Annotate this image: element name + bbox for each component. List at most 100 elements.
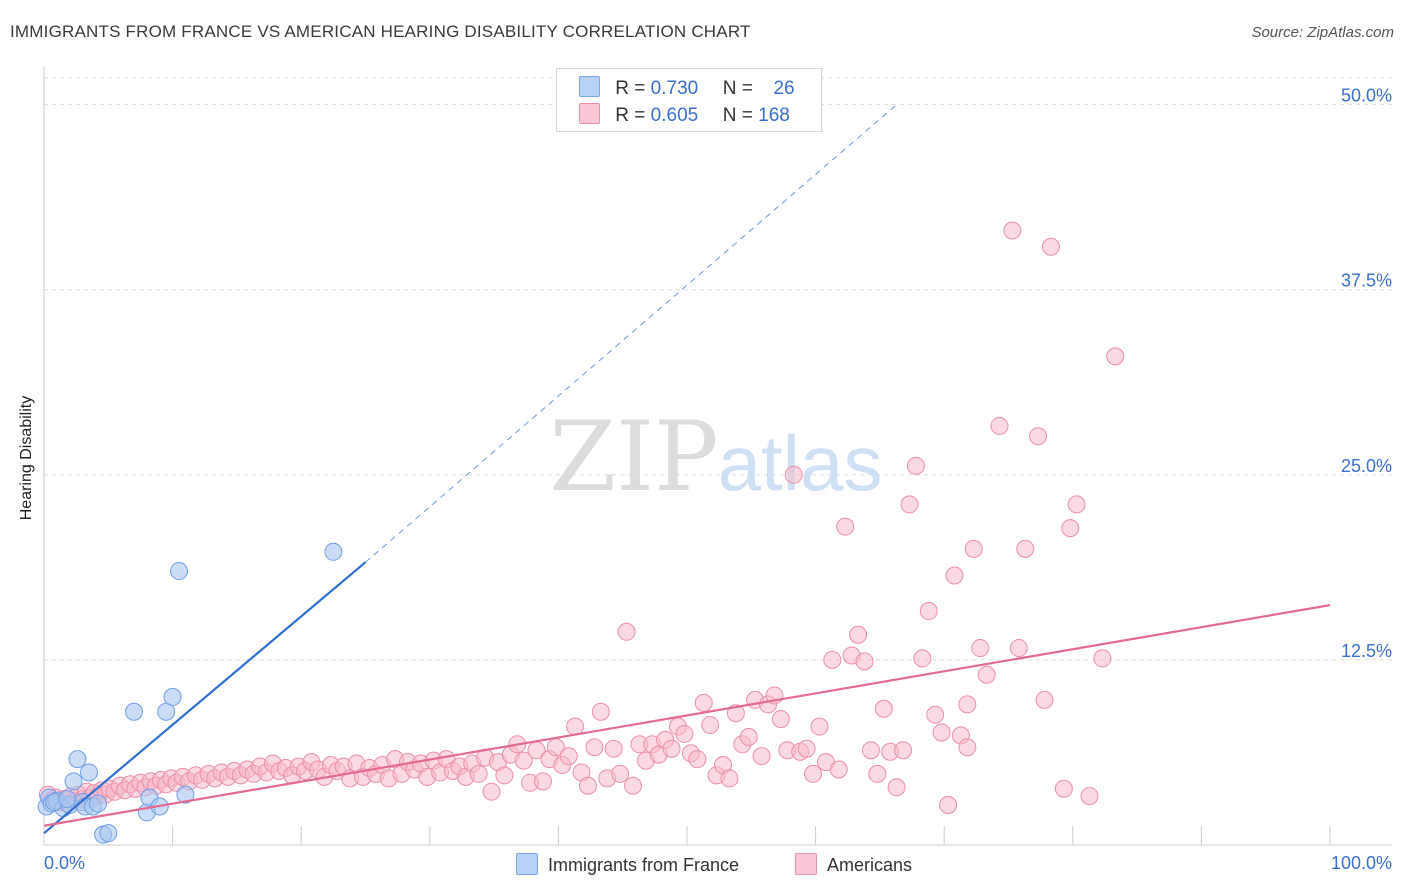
americans-point (849, 625, 868, 644)
r-value-france: 0.730 (650, 78, 699, 99)
blue-swatch (516, 853, 538, 875)
americans-point (495, 766, 514, 785)
x-tick-label: 100.0% (1331, 853, 1392, 873)
americans-point (1054, 779, 1073, 798)
americans-point (514, 751, 533, 770)
france-point (157, 702, 176, 721)
americans-point (720, 769, 739, 788)
americans-points (38, 221, 1125, 815)
axes (43, 66, 1392, 846)
americans-point (688, 750, 707, 769)
americans-point (675, 724, 694, 743)
americans-point (906, 456, 925, 475)
americans-point (739, 727, 758, 746)
france-point (58, 790, 77, 809)
americans-point (829, 760, 848, 779)
series-legend: Immigrants from France Americans (0, 853, 1406, 879)
americans-point (861, 741, 880, 760)
correlation-legend: R = 0.730 N = 26 R = 0.605 N = 168 (556, 68, 822, 132)
r-value-americans: 0.605 (650, 105, 699, 126)
americans-point (977, 665, 996, 684)
americans-point (887, 778, 906, 797)
blue-swatch (579, 76, 600, 97)
r-label: R = (615, 105, 646, 126)
americans-point (874, 699, 893, 718)
americans-point (900, 495, 919, 514)
y-tick-label: 37.5% (1341, 271, 1392, 291)
americans-point (566, 717, 585, 736)
legend-row-americans: R = 0.605 N = 168 (579, 103, 790, 126)
n-value-france: 26 (773, 78, 795, 99)
americans-point (694, 693, 713, 712)
americans-point (604, 739, 623, 758)
americans-point (1067, 495, 1086, 514)
legend-row-france: R = 0.730 N = 26 (579, 76, 795, 99)
pink-swatch (579, 103, 600, 124)
americans-point (559, 747, 578, 766)
france-point (89, 794, 108, 813)
americans-point (533, 772, 552, 791)
americans-point (617, 622, 636, 641)
americans-point (971, 639, 990, 658)
n-value-americans: 168 (758, 105, 790, 126)
americans-point (1003, 221, 1022, 240)
americans-point (1016, 539, 1035, 558)
americans-point (939, 796, 958, 815)
americans-point (585, 738, 604, 757)
legend-item-americans: Americans (795, 853, 912, 876)
americans-point (611, 764, 630, 783)
americans-point (964, 539, 983, 558)
americans-point (945, 566, 964, 585)
france-point (80, 763, 99, 782)
trend-lines (43, 104, 1331, 834)
n-label: N = (722, 78, 753, 99)
legend-label-france: Immigrants from France (548, 855, 740, 875)
americans-point (1061, 519, 1080, 538)
americans-point (919, 602, 938, 621)
americans-point (1093, 649, 1112, 668)
france-point (125, 702, 144, 721)
americans-point (701, 716, 720, 735)
legend-label-americans: Americans (827, 855, 913, 875)
watermark-zip: ZIP (549, 401, 718, 513)
legend-item-france: Immigrants from France (516, 853, 739, 876)
americans-point (797, 739, 816, 758)
americans-point (855, 652, 874, 671)
y-tick-label: 25.0% (1341, 456, 1392, 476)
americans-point (1106, 347, 1125, 366)
americans-point (913, 649, 932, 668)
americans-point (784, 465, 803, 484)
americans-point (1080, 787, 1099, 806)
france-point (170, 562, 189, 581)
americans-point (1009, 639, 1028, 658)
americans-point (469, 764, 488, 783)
france-trend-line (43, 561, 367, 834)
gridlines (44, 77, 1392, 661)
americans-point (1029, 427, 1048, 446)
americans-point (752, 747, 771, 766)
source-credit: Source: ZipAtlas.com (1251, 24, 1394, 41)
france-point (176, 785, 195, 804)
americans-point (868, 764, 887, 783)
pink-swatch (795, 853, 817, 875)
americans-point (894, 741, 913, 760)
france-point (163, 687, 182, 706)
france-point (324, 542, 343, 561)
americans-point (578, 776, 597, 795)
americans-point (990, 416, 1009, 435)
americans-point (771, 710, 790, 729)
france-point (99, 824, 118, 843)
y-tick-label: 12.5% (1341, 641, 1392, 661)
tick-labels: 12.5% 25.0% 37.5% 50.0% 0.0% 100.0% (44, 86, 1392, 873)
americans-point (482, 782, 501, 801)
watermark-atlas: atlas (718, 419, 883, 507)
y-tick-label: 50.0% (1341, 86, 1392, 106)
americans-point (623, 776, 642, 795)
americans-point (810, 717, 829, 736)
americans-trend-line (43, 604, 1331, 827)
france-points (37, 542, 343, 844)
americans-point (1041, 237, 1060, 256)
n-label: N = (722, 105, 753, 126)
x-tick-label: 0.0% (44, 853, 85, 873)
